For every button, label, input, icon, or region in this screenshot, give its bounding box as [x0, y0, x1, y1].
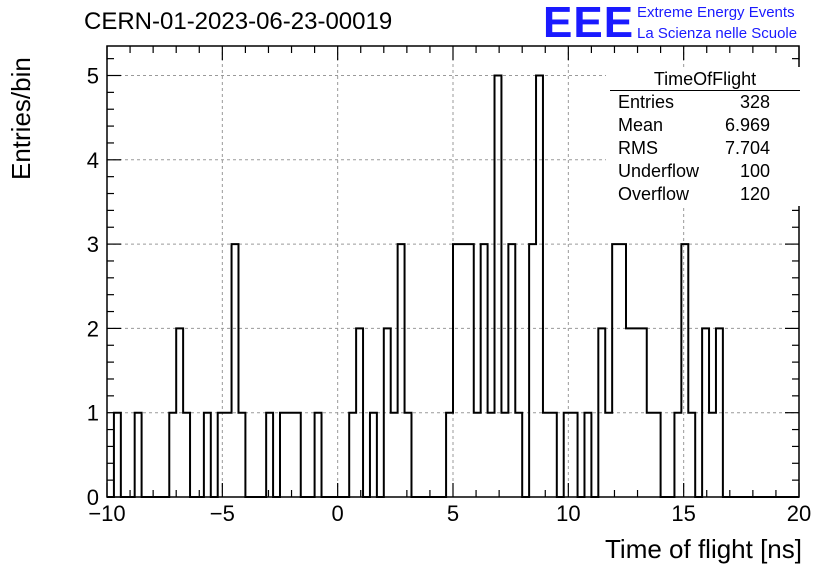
- stats-box: TimeOfFlight Entries 328 Mean 6.969 RMS …: [606, 67, 806, 206]
- x-axis-label: Time of flight [ns]: [605, 534, 802, 564]
- histogram-bin: [612, 244, 619, 497]
- histogram-bin: [681, 244, 688, 497]
- eee-logo: EEE: [543, 0, 635, 47]
- x-tick-label: −10: [88, 501, 125, 526]
- histogram-bin: [232, 244, 239, 497]
- histogram-bin: [688, 413, 695, 497]
- histogram-bin: [225, 413, 232, 497]
- histogram-bin: [398, 244, 405, 497]
- x-tick-label: 10: [556, 501, 580, 526]
- stats-label: Overflow: [618, 184, 690, 204]
- histogram-bin: [405, 413, 412, 497]
- histogram-bin: [460, 244, 467, 497]
- y-tick-label: 1: [87, 401, 99, 426]
- histogram-bin: [529, 244, 536, 497]
- y-tick-label: 3: [87, 232, 99, 257]
- x-tick-label: 20: [787, 501, 811, 526]
- histogram-bin: [543, 413, 550, 497]
- stats-row-mean: Mean 6.969: [606, 114, 806, 137]
- histogram-bin: [515, 413, 522, 497]
- x-tick-label: −5: [210, 501, 235, 526]
- histogram-bin: [584, 413, 591, 497]
- stats-row-overflow: Overflow 120: [606, 183, 806, 206]
- histogram-bin: [674, 413, 681, 497]
- histogram-bin: [135, 413, 142, 497]
- stats-title: TimeOfFlight: [610, 67, 800, 91]
- histogram-bin: [204, 413, 211, 497]
- histogram-bin: [349, 413, 356, 497]
- y-tick-label: 5: [87, 64, 99, 89]
- logo-subtitle-2: La Scienza nelle Scuole: [637, 25, 798, 42]
- histogram-bin: [709, 413, 716, 497]
- x-tick-label: 0: [332, 501, 344, 526]
- histogram-bin: [287, 413, 294, 497]
- histogram-bin: [536, 76, 543, 497]
- stats-value: 7.704: [724, 138, 770, 158]
- histogram-bin: [619, 244, 626, 497]
- histogram-bin: [467, 244, 474, 497]
- stats-row-underflow: Underflow 100: [606, 160, 806, 183]
- stats-label: Mean: [618, 115, 664, 135]
- stats-value: 100: [739, 161, 770, 181]
- histogram-bin: [605, 413, 612, 497]
- stats-label: RMS: [618, 138, 658, 158]
- y-axis-label: Entries/bin: [6, 57, 36, 180]
- logo-subtitle-1: Extreme Energy Events: [637, 4, 795, 21]
- y-tick-label: 2: [87, 316, 99, 341]
- y-tick-label: 4: [87, 148, 99, 173]
- histogram-bin: [370, 413, 377, 497]
- x-tick-label: 15: [671, 501, 695, 526]
- histogram-bin: [647, 413, 654, 497]
- run-title: CERN-01-2023-06-23-00019: [84, 8, 393, 35]
- histogram-bin: [446, 413, 453, 497]
- histogram-bin: [453, 244, 460, 497]
- histogram-bin: [280, 413, 287, 497]
- histogram-bin: [294, 413, 301, 497]
- stats-label: Underflow: [618, 161, 700, 181]
- histogram-bin: [391, 413, 398, 497]
- stats-row-entries: Entries 328: [606, 91, 806, 114]
- histogram-bin: [481, 244, 488, 497]
- histogram-bin: [508, 244, 515, 497]
- histogram-bin: [315, 413, 322, 497]
- histogram-bin: [474, 413, 481, 497]
- histogram-bin: [654, 413, 661, 497]
- histogram-bin: [571, 413, 578, 497]
- x-tick-label: 5: [447, 501, 459, 526]
- histogram-bin: [488, 413, 495, 497]
- stats-value: 120: [739, 184, 770, 204]
- histogram-bin: [550, 413, 557, 497]
- histogram-bin: [266, 413, 273, 497]
- stats-label: Entries: [618, 92, 675, 112]
- y-tick-label: 0: [87, 485, 99, 510]
- histogram-bin: [501, 413, 508, 497]
- histogram-bin: [238, 413, 245, 497]
- stats-row-rms: RMS 7.704: [606, 137, 806, 160]
- histogram-bin: [564, 413, 571, 497]
- histogram-bin: [495, 76, 502, 497]
- histogram-bin: [169, 413, 176, 497]
- stats-value: 328: [739, 92, 770, 112]
- histogram-bin: [114, 413, 121, 497]
- histogram-bin: [218, 413, 225, 497]
- stats-value: 6.969: [724, 115, 770, 135]
- histogram-bin: [183, 413, 190, 497]
